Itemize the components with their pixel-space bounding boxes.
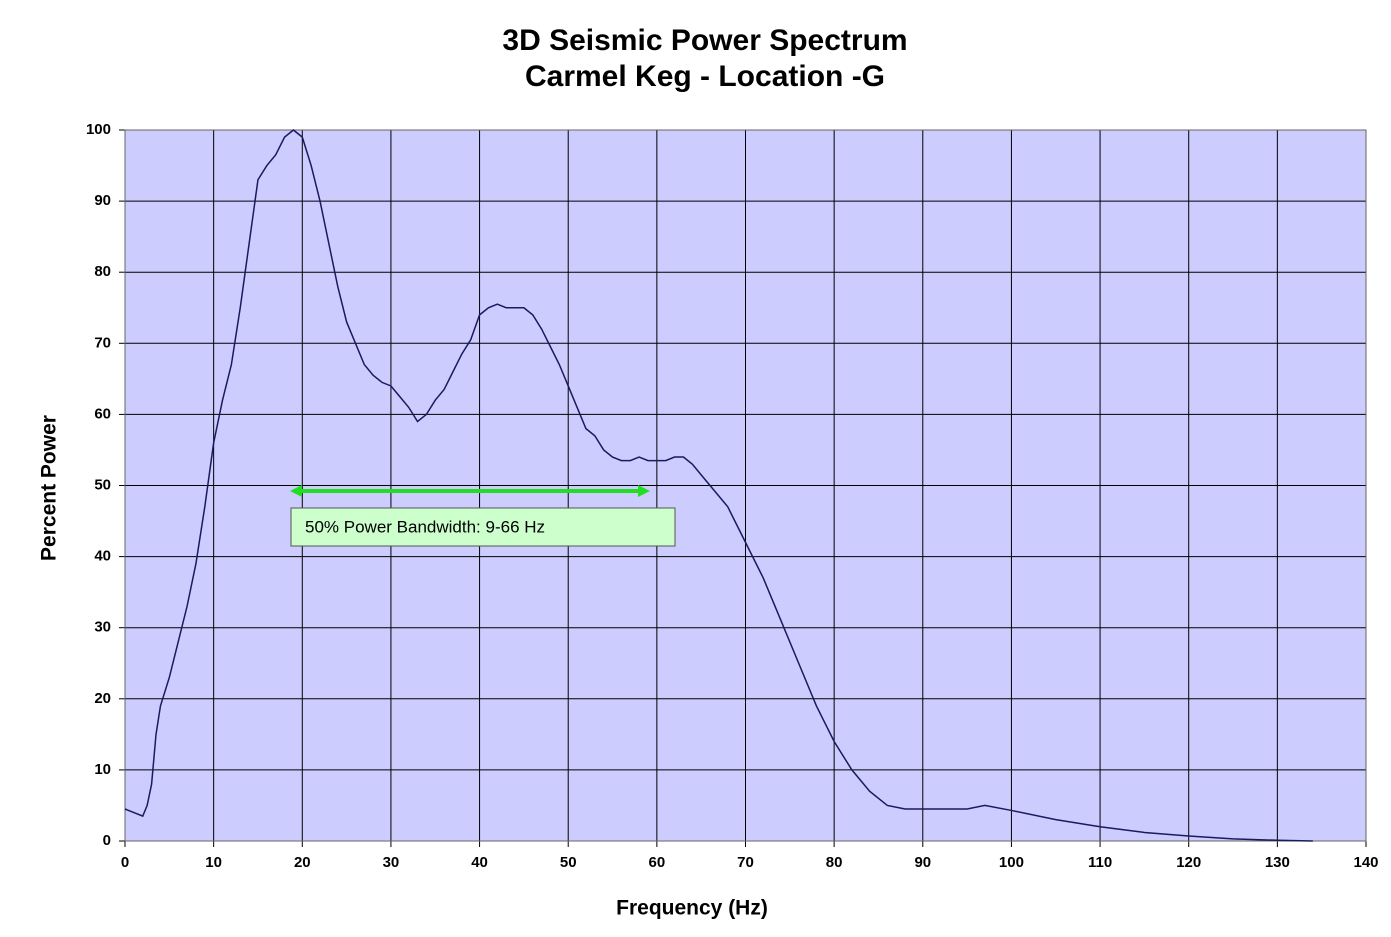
x-tick-label: 50 (560, 854, 577, 871)
y-tick-label: 30 (94, 619, 111, 636)
x-tick-label: 120 (1176, 854, 1201, 871)
x-tick-label: 70 (737, 854, 754, 871)
x-tick-label: 130 (1265, 854, 1290, 871)
x-tick-label: 40 (471, 854, 488, 871)
y-tick-label: 50 (94, 476, 111, 493)
chart-subtitle: Carmel Keg - Location -G (525, 60, 885, 93)
x-tick-label: 0 (121, 854, 129, 871)
y-tick-label: 0 (103, 832, 111, 849)
data-line (124, 129, 1313, 842)
plot-border (124, 129, 1367, 842)
y-tick-label: 40 (94, 548, 111, 565)
annotation-text: 50% Power Bandwidth: 9-66 Hz (305, 517, 545, 536)
x-tick-label: 30 (383, 854, 400, 871)
x-tick-label: 20 (294, 854, 311, 871)
x-tick-label: 60 (649, 854, 666, 871)
y-tick-label: 20 (94, 690, 111, 707)
y-tick-label: 80 (94, 263, 111, 280)
x-tick-label: 140 (1353, 854, 1378, 871)
annotation-box (290, 507, 676, 547)
arrow-head (638, 485, 650, 497)
y-tick-label: 90 (94, 192, 111, 209)
x-tick-label: 100 (999, 854, 1024, 871)
x-tick-label: 90 (914, 854, 931, 871)
x-tick-label: 10 (205, 854, 222, 871)
chart-title: 3D Seismic Power Spectrum (502, 24, 907, 57)
x-axis-label: Frequency (Hz) (616, 897, 768, 920)
y-tick-label: 100 (86, 121, 111, 138)
y-tick-label: 70 (94, 334, 111, 351)
y-tick-label: 60 (94, 405, 111, 422)
x-tick-label: 110 (1088, 854, 1112, 871)
x-tick-label: 80 (826, 854, 843, 871)
y-axis-label: Percent Power (38, 415, 61, 561)
y-tick-label: 10 (94, 761, 111, 778)
arrow-head (290, 485, 302, 497)
